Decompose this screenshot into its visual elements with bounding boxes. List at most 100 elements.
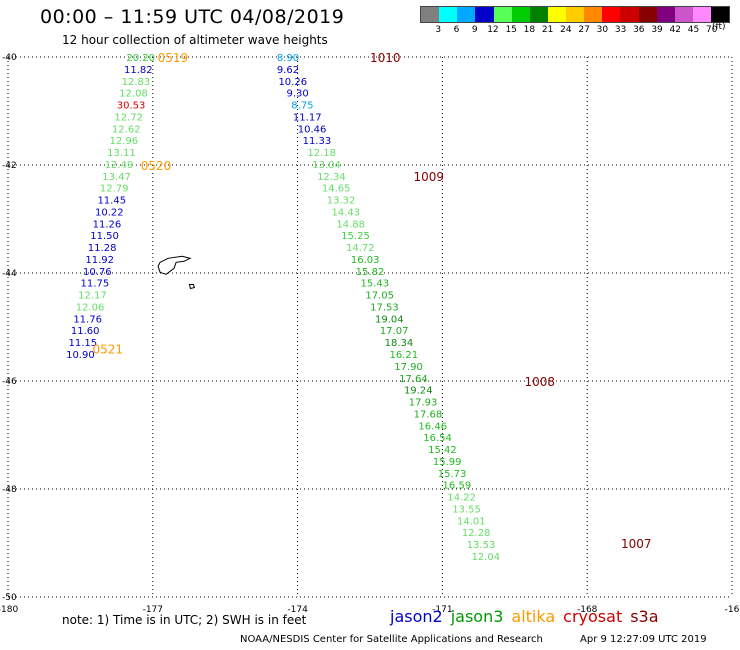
swh-value-label: 11.15 xyxy=(68,338,97,349)
swh-value-label: 19.24 xyxy=(404,386,433,397)
legend-label: 3 xyxy=(435,25,442,35)
swh-value-label: 14.43 xyxy=(332,207,361,218)
lat-tick-label: -46 xyxy=(2,377,17,387)
swh-value-label: 11.92 xyxy=(85,255,114,266)
swh-value-label: 30.53 xyxy=(117,101,146,112)
legend-swatch xyxy=(475,7,494,22)
swh-value-label: 9.30 xyxy=(286,89,308,100)
swh-value-label: 9.62 xyxy=(277,65,299,76)
swh-value-label: 11.75 xyxy=(81,279,110,290)
swh-value-label: 16.46 xyxy=(418,421,447,432)
swh-value-label: 20.20 xyxy=(126,53,155,64)
wave-height-color-legend: 3 6 9 12 15 18 21 24 27 30 33 36 39 42 45 70 xyxy=(420,6,730,36)
legend-swatch xyxy=(584,7,603,22)
legend-swatch xyxy=(674,7,693,22)
legend-label: 24 xyxy=(560,25,572,35)
legend-label: 42 xyxy=(669,25,682,35)
legend-label: 27 xyxy=(578,25,590,35)
swh-value-label: 19.04 xyxy=(375,314,404,325)
swh-value-label: 15.82 xyxy=(356,267,385,278)
legend-label: 33 xyxy=(614,25,627,35)
lon-tick-label: -171 xyxy=(432,605,452,615)
swh-value-label: 17.68 xyxy=(414,409,443,420)
swh-value-label: 13.47 xyxy=(102,172,131,183)
legend-label: 21 xyxy=(541,25,554,35)
swh-value-label: 12.62 xyxy=(112,124,141,135)
swh-value-label: 15.43 xyxy=(361,279,390,290)
swh-value-label: 8.90 xyxy=(277,53,299,64)
swh-value-label: 18.34 xyxy=(385,338,414,349)
swh-value-label: 10.46 xyxy=(298,124,327,135)
satellite-jason3: jason3 xyxy=(450,607,504,626)
swh-value-label: 12.72 xyxy=(114,112,143,123)
swh-value-label: 12.34 xyxy=(317,172,346,183)
generated-timestamp: Apr 9 12:27:09 UTC 2019 xyxy=(580,634,707,645)
swh-value-label: 17.90 xyxy=(394,362,423,373)
swh-value-label: 13.55 xyxy=(452,504,481,515)
pass-time-label: 1007 xyxy=(621,537,652,551)
swh-value-label: 17.64 xyxy=(399,374,428,385)
satellite-jason2: jason2 xyxy=(390,607,443,626)
swh-value-label: 17.93 xyxy=(409,398,438,409)
legend-swatch xyxy=(620,7,639,22)
legend-label: 70 xyxy=(706,25,718,35)
swh-value-label: 12.96 xyxy=(110,136,139,147)
legend-label: 15 xyxy=(505,25,517,35)
legend-swatch xyxy=(656,7,675,22)
lon-tick-label: -177 xyxy=(143,605,163,615)
swh-value-label: 11.60 xyxy=(71,326,100,337)
legend-swatch xyxy=(547,7,566,22)
legend-label: 45 xyxy=(687,25,700,35)
swh-value-label: 16.59 xyxy=(443,481,472,492)
pass-time-label: 0521 xyxy=(92,343,123,357)
swh-value-label: 17.07 xyxy=(380,326,409,337)
swh-value-label: 14.22 xyxy=(447,493,476,504)
swh-value-label: 11.82 xyxy=(124,65,153,76)
swh-value-label: 12.49 xyxy=(105,160,134,171)
swh-value-label: 14.88 xyxy=(336,219,365,230)
legend-labels: 3 6 9 12 15 18 21 24 27 30 33 36 39 42 45 70 xyxy=(420,25,730,39)
lat-tick-label: -50 xyxy=(2,593,17,603)
credit-line: NOAA/NESDIS Center for Satellite Applica… xyxy=(240,634,543,645)
legend-label: 12 xyxy=(487,25,499,35)
swh-value-label: 12.83 xyxy=(122,77,151,88)
page-title: 00:00 – 11:59 UTC 04/08/2019 xyxy=(40,6,345,28)
swh-value-label: 15.99 xyxy=(433,457,462,468)
swh-value-label: 11.33 xyxy=(303,136,332,147)
satellite-s3a: s3a xyxy=(630,607,659,626)
swh-value-label: 11.45 xyxy=(97,196,126,207)
legend-label: 30 xyxy=(596,25,609,35)
lon-tick-label: -174 xyxy=(287,605,308,615)
swh-value-label: 14.65 xyxy=(322,184,351,195)
swh-value-label: 11.50 xyxy=(90,231,119,242)
satellite-cryosat: cryosat xyxy=(563,607,623,626)
lat-tick-label: -44 xyxy=(2,269,17,279)
lat-tick-label: -40 xyxy=(2,53,17,63)
swh-value-label: 14.01 xyxy=(457,516,486,527)
legend-swatch xyxy=(566,7,585,22)
swh-value-label: 11.28 xyxy=(88,243,117,254)
legend-label: 6 xyxy=(453,25,460,35)
legend-swatch xyxy=(529,7,548,22)
swh-value-label: 15.73 xyxy=(438,469,467,480)
legend-label: 36 xyxy=(633,25,645,35)
legend-swatch xyxy=(457,7,476,22)
swh-value-label: 10.26 xyxy=(278,77,307,88)
lon-tick-label: -16 xyxy=(725,605,740,615)
pass-time-label: 1010 xyxy=(370,51,401,65)
legend-swatch xyxy=(638,7,657,22)
pass-time-label: 1008 xyxy=(524,375,555,389)
swh-value-label: 15.25 xyxy=(341,231,370,242)
swh-value-label: 17.05 xyxy=(365,291,394,302)
legend-label: 18 xyxy=(523,25,536,35)
legend-unit: (ft) xyxy=(712,22,726,32)
page-subtitle: 12 hour collection of altimeter wave hei… xyxy=(62,33,328,47)
swh-value-label: 13.32 xyxy=(327,196,356,207)
swh-value-label: 17.53 xyxy=(370,302,399,313)
legend-swatch xyxy=(602,7,621,22)
swh-value-label: 14.72 xyxy=(346,243,375,254)
swh-value-label: 8.75 xyxy=(291,101,313,112)
swh-value-label: 10.22 xyxy=(95,207,124,218)
swh-value-label: 11.76 xyxy=(73,314,102,325)
